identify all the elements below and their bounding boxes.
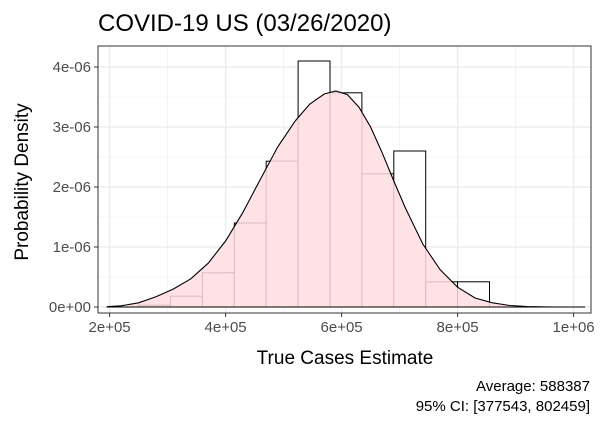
y-tick-label: 4e-06 — [53, 59, 91, 76]
y-tick-label: 1e-06 — [53, 239, 91, 256]
caption-confidence-interval: 95% CI: [377543, 802459] — [416, 398, 590, 415]
y-tick-label: 3e-06 — [53, 119, 91, 136]
panel-border — [97, 45, 592, 314]
y-axis-title: Probability Density — [12, 103, 33, 261]
x-tick-label: 2e+05 — [89, 319, 131, 336]
y-tick-label: 0e+00 — [49, 299, 91, 316]
x-tick-label: 6e+05 — [321, 319, 363, 336]
axes: 2e+05 4e+05 6e+05 8e+05 1e+06 0e+00 1e-06 2e-06… — [49, 45, 595, 336]
y-tick-label: 2e-06 — [53, 179, 91, 196]
chart-title: COVID-19 US (03/26/2020) — [98, 10, 391, 37]
x-tick-label: 8e+05 — [437, 319, 479, 336]
density-area — [106, 91, 557, 307]
density-curve — [106, 90, 586, 308]
x-tick-label: 4e+05 — [205, 319, 247, 336]
x-axis-title: True Cases Estimate — [257, 348, 434, 369]
density-line — [106, 90, 557, 308]
caption-average: Average: 588387 — [476, 378, 590, 395]
x-tick-label: 1e+06 — [553, 319, 595, 336]
